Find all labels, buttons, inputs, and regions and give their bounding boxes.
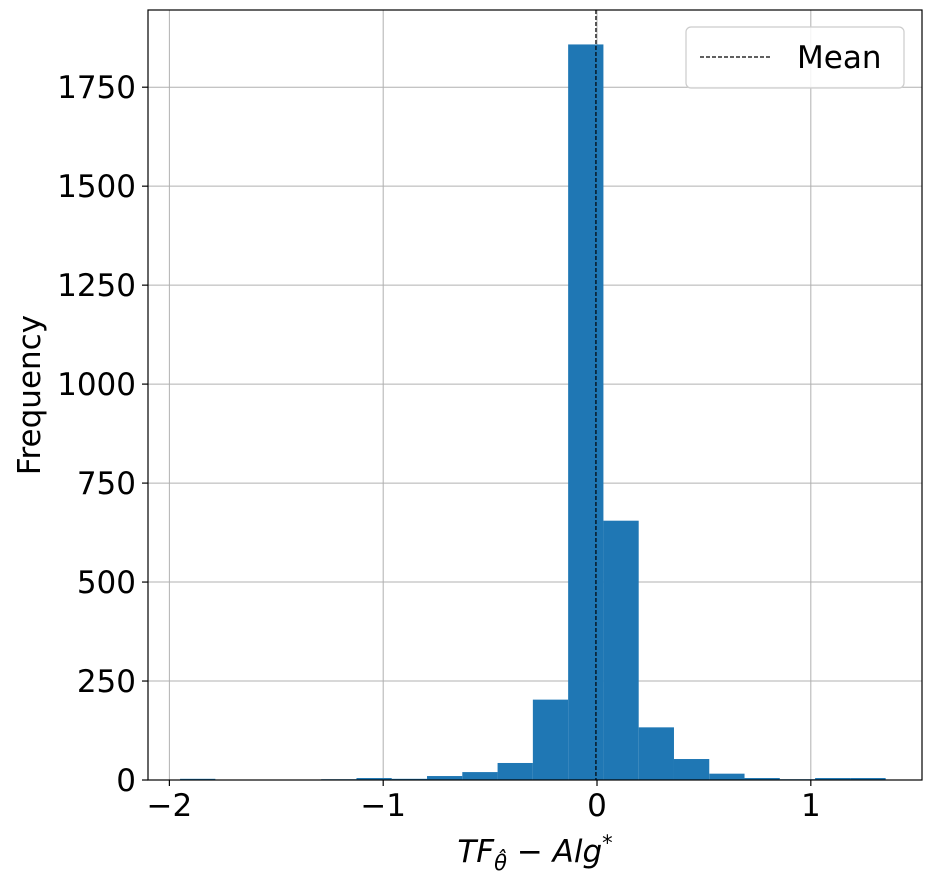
y-tick-label: 1250 <box>57 268 136 304</box>
histogram-bar <box>673 759 710 780</box>
y-tick-label: 1750 <box>57 70 136 106</box>
x-tick-label: −2 <box>147 788 193 824</box>
x-axis-label: TFθ̂ − Alg* <box>457 831 612 875</box>
x-axis-label-sub: θ̂ <box>494 849 507 875</box>
plot-frame <box>147 9 923 781</box>
histogram-bars <box>180 44 886 781</box>
histogram-bar <box>568 44 604 781</box>
x-axis-label-sup: * <box>602 831 613 855</box>
y-tick-label: 0 <box>116 763 136 799</box>
histogram-bar <box>744 778 780 780</box>
histogram-bar <box>603 520 639 780</box>
y-tick-label: 500 <box>77 565 136 601</box>
histogram-bar <box>850 778 886 780</box>
histogram-bar <box>709 773 745 780</box>
x-axis-label-rest: − Alg <box>507 834 602 870</box>
y-axis-ticks: 0 250 500 750 1000 1250 1500 1750 <box>57 70 148 799</box>
y-tick-label: 1000 <box>57 367 136 403</box>
histogram-bar <box>532 699 569 780</box>
histogram-bar <box>462 772 498 780</box>
legend: Mean <box>685 26 905 89</box>
x-tick-label: 0 <box>587 788 607 824</box>
y-axis-label: Frequency <box>12 315 48 475</box>
x-axis-label-main: TF <box>457 834 495 870</box>
y-tick-label: 250 <box>77 664 136 700</box>
legend-box <box>685 26 905 89</box>
histogram-bar <box>497 762 533 780</box>
grid-lines <box>148 10 922 781</box>
y-tick-label: 750 <box>77 466 136 502</box>
histogram-bar <box>427 776 463 780</box>
histogram-bar <box>815 778 851 780</box>
x-axis-ticks: −2 −1 0 1 <box>147 780 821 824</box>
y-tick-label: 1500 <box>57 169 136 205</box>
x-tick-label: −1 <box>360 788 406 824</box>
x-tick-label: 1 <box>801 788 821 824</box>
legend-label-mean: Mean <box>797 40 881 76</box>
histogram-bar <box>356 778 392 780</box>
histogram-bar <box>638 727 674 780</box>
